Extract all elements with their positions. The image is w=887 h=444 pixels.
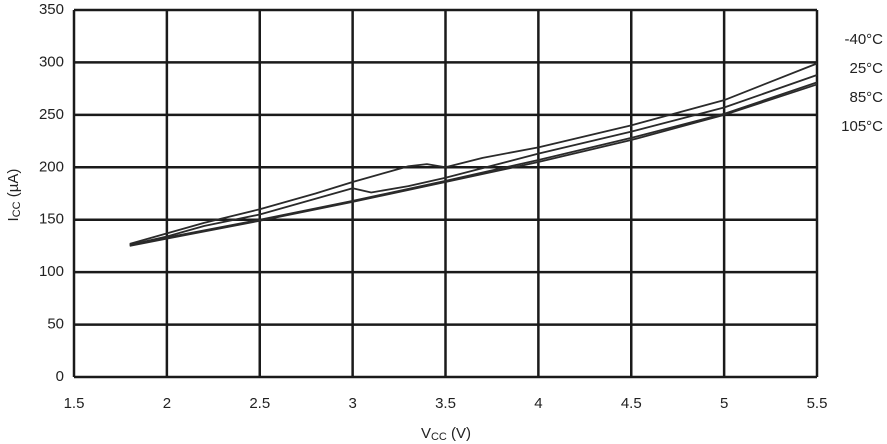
series-line — [129, 74, 818, 246]
y-axis-label: ICC (µA) — [5, 169, 23, 222]
x-tick-label: 5 — [720, 395, 728, 412]
y-tick-label: 300 — [39, 53, 64, 70]
x-tick-label: 2 — [163, 395, 171, 412]
series-line — [129, 62, 818, 245]
y-tick-label: 250 — [39, 106, 64, 123]
x-axis-label: VCC (V) — [421, 425, 471, 443]
x-tick-label: 1.5 — [64, 395, 85, 412]
y-tick-label: 200 — [39, 158, 64, 175]
legend-label: 85°C — [849, 89, 883, 106]
legend-label: 25°C — [849, 60, 883, 77]
x-tick-label: 2.5 — [249, 395, 270, 412]
x-tick-label: 4.5 — [621, 395, 642, 412]
y-tick-label: 50 — [47, 316, 64, 333]
y-tick-label: 0 — [56, 368, 64, 385]
y-tick-label: 150 — [39, 211, 64, 228]
x-tick-label: 3.5 — [435, 395, 456, 412]
series-line — [129, 83, 818, 247]
x-tick-label: 4 — [534, 395, 542, 412]
y-tick-label: 350 — [39, 1, 64, 18]
x-tick-label: 5.5 — [807, 395, 828, 412]
legend-label: 105°C — [841, 118, 883, 135]
legend-label: -40°C — [844, 31, 883, 48]
x-tick-label: 3 — [348, 395, 356, 412]
y-tick-label: 100 — [39, 263, 64, 280]
series-line — [129, 81, 818, 246]
